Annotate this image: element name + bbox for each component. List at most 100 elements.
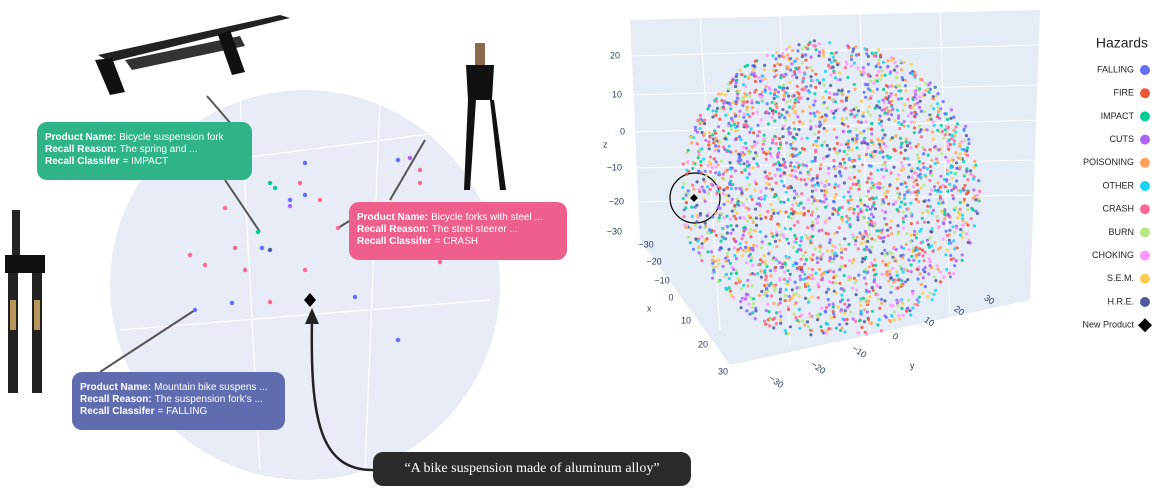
- zoom-point: [395, 337, 401, 343]
- scatter-point: [804, 164, 809, 168]
- scatter-point: [869, 261, 874, 265]
- scatter-point: [866, 87, 870, 91]
- scatter-point: [730, 197, 734, 202]
- scatter-point: [779, 200, 783, 204]
- scatter-point: [893, 118, 897, 123]
- scatter-point: [903, 84, 908, 88]
- scatter-point: [707, 131, 711, 135]
- scatter-point: [933, 185, 937, 189]
- scatter-point: [748, 272, 752, 277]
- scatter-point: [909, 169, 914, 173]
- scatter-point: [915, 183, 919, 187]
- scatter-point: [883, 248, 887, 252]
- scatter-point: [934, 279, 938, 283]
- scatter-point: [733, 254, 737, 258]
- scatter-point: [863, 47, 867, 51]
- scatter-point: [891, 303, 895, 308]
- scatter-point: [778, 168, 782, 172]
- scatter-point: [921, 146, 925, 150]
- scatter-point: [888, 183, 892, 187]
- scatter-point: [711, 133, 715, 137]
- scatter-point: [753, 207, 758, 211]
- scatter-point: [900, 68, 904, 72]
- scatter-point: [744, 146, 749, 150]
- scatter-point: [887, 101, 891, 105]
- scatter-point: [744, 240, 748, 244]
- scatter-point: [818, 81, 822, 85]
- scatter-point: [703, 118, 707, 122]
- scatter-point: [886, 228, 890, 232]
- scatter-point: [745, 187, 749, 191]
- scatter-point: [759, 217, 763, 221]
- scatter-point: [798, 171, 803, 175]
- scatter-point: [800, 88, 804, 92]
- scatter-point: [738, 135, 742, 139]
- scatter-point: [958, 200, 962, 205]
- legend-label: IMPACT: [1101, 111, 1135, 121]
- scatter-point: [773, 75, 777, 79]
- scatter-point: [965, 146, 970, 150]
- scatter-point: [702, 240, 706, 244]
- scatter-point: [798, 274, 802, 278]
- scatter-point: [796, 194, 800, 198]
- scatter-point: [761, 142, 765, 146]
- scatter-point: [921, 211, 925, 215]
- scatter-point: [911, 249, 915, 254]
- scatter-point: [834, 60, 838, 64]
- scatter-point: [697, 187, 701, 192]
- scatter-point: [856, 120, 860, 124]
- scatter-point: [966, 240, 970, 245]
- scatter-point: [838, 162, 842, 166]
- scatter-point: [866, 270, 870, 274]
- scatter-point: [871, 263, 875, 268]
- scatter-point: [764, 309, 768, 313]
- scatter-point: [949, 257, 953, 262]
- zoom-point: [395, 157, 401, 163]
- scatter-point: [954, 224, 959, 228]
- scatter-point: [948, 143, 952, 147]
- scatter-point: [763, 270, 767, 275]
- scatter-point: [814, 188, 818, 192]
- scatter-point: [873, 224, 877, 228]
- scatter-point: [720, 212, 724, 216]
- scatter-point: [913, 110, 917, 114]
- scatter-point: [781, 233, 785, 237]
- scatter-point: [772, 211, 776, 215]
- scatter-point: [961, 230, 965, 234]
- scatter-point: [880, 168, 884, 172]
- scatter-point: [901, 220, 906, 224]
- scatter-point: [807, 288, 812, 292]
- scatter-point: [823, 221, 827, 225]
- scatter-point: [974, 198, 978, 202]
- scatter-point: [797, 43, 801, 47]
- scatter-point: [840, 122, 844, 126]
- scatter-point: [841, 157, 845, 161]
- scatter-point: [877, 235, 881, 239]
- scatter-point: [889, 219, 893, 223]
- scatter-point: [880, 69, 884, 73]
- scatter-point: [839, 143, 843, 147]
- scatter-point: [861, 256, 865, 261]
- scatter-point: [948, 220, 952, 224]
- scatter-point: [725, 214, 729, 218]
- scatter-point: [895, 207, 899, 212]
- scatter-point: [735, 72, 739, 77]
- scatter-point: [873, 238, 877, 242]
- scatter-point: [772, 208, 776, 212]
- y-tick-label: 10: [922, 315, 936, 329]
- scatter-point: [777, 85, 782, 89]
- scatter-point: [902, 157, 907, 161]
- scatter-point: [749, 235, 753, 239]
- scatter-point: [856, 109, 861, 113]
- scatter-point: [910, 214, 914, 218]
- scatter-point: [717, 216, 721, 220]
- scatter-point: [880, 139, 884, 144]
- scatter-point: [821, 252, 825, 256]
- scatter-point: [827, 58, 832, 62]
- scatter-point: [844, 116, 849, 120]
- scatter-point: [898, 264, 903, 268]
- scatter-point: [774, 283, 778, 287]
- callout-line: Recall Reason: The spring and ...: [45, 144, 198, 155]
- scatter-point: [773, 257, 778, 261]
- callout-value: The suspension fork's ...: [155, 394, 263, 405]
